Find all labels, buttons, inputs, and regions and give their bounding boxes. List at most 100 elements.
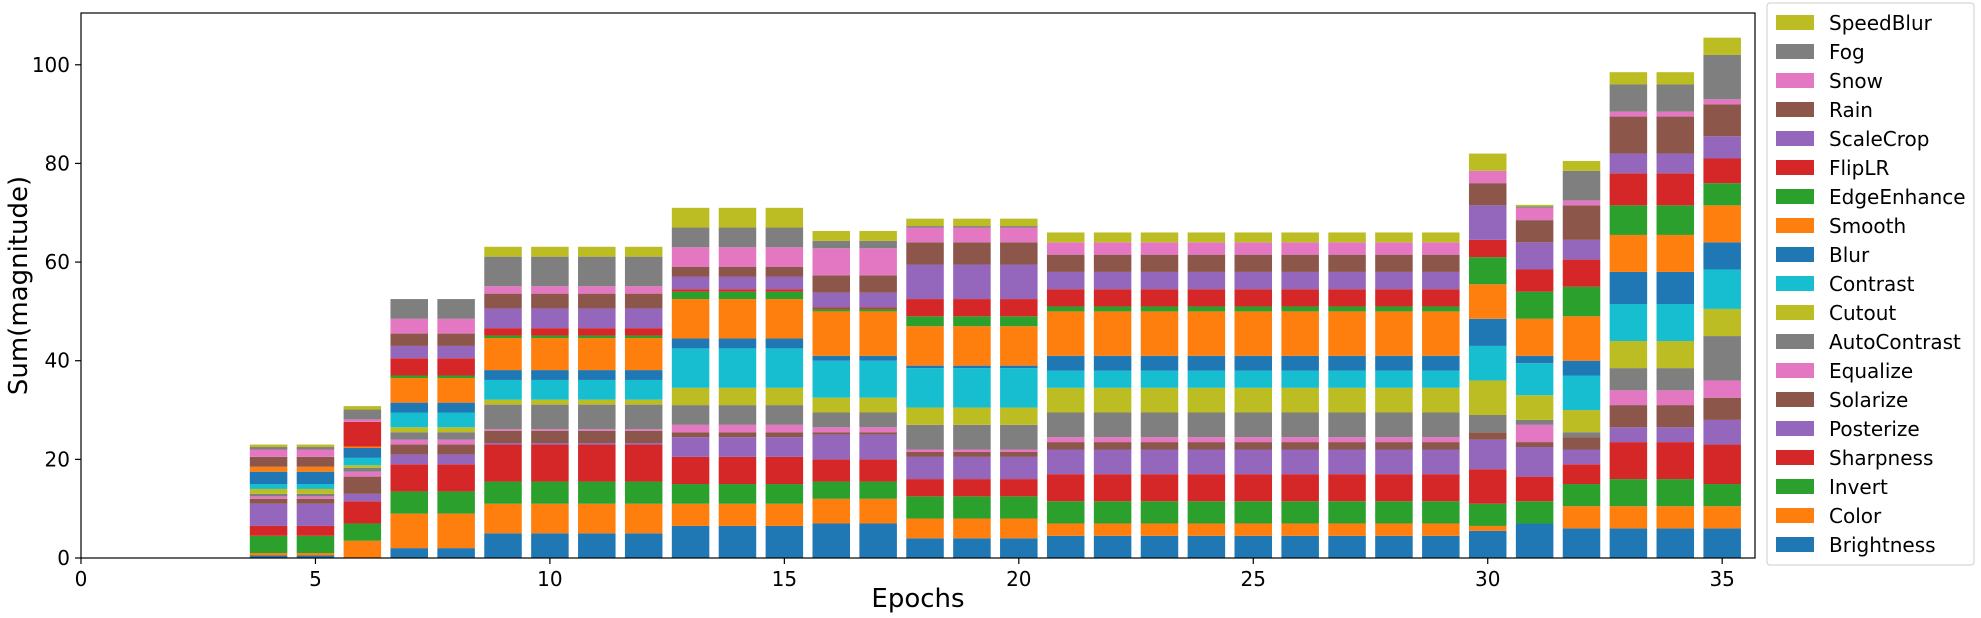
bar-segment-rain-epoch-21 [1046,254,1085,272]
legend-box [1766,2,1975,566]
bar-segment-scalecrop-epoch-20 [1000,264,1038,300]
bar-segment-brightness-epoch-4 [249,555,288,558]
bar-segment-posterize-epoch-7 [390,454,428,465]
bar-segment-autocontrast-epoch-28 [1375,412,1413,438]
bar-segment-scalecrop-epoch-19 [953,264,991,300]
bar-segment-sharpness-epoch-26 [1281,474,1319,502]
bar-segment-autocontrast-epoch-30 [1468,414,1507,433]
bar-segment-brightness-epoch-28 [1375,535,1413,558]
bar-segment-color-epoch-30 [1468,525,1507,531]
bar-segment-brightness-epoch-9 [484,533,522,558]
bar-segment-smooth-epoch-10 [531,338,569,371]
bar-segment-posterize-epoch-6 [343,493,382,502]
bar-segment-equalize-epoch-10 [531,429,569,431]
bar-segment-fliplr-epoch-26 [1281,289,1319,307]
bar-segment-cutout-epoch-22 [1093,387,1132,413]
bar-segment-edgeenhance-epoch-29 [1422,306,1460,312]
bar-segment-sharpness-epoch-30 [1468,469,1507,504]
bar-segment-rain-epoch-31 [1515,220,1554,243]
bar-segment-smooth-epoch-8 [437,377,475,403]
bar-segment-invert-epoch-27 [1328,501,1366,524]
bar-segment-fliplr-epoch-22 [1093,289,1132,307]
bar-segment-posterize-epoch-32 [1562,449,1601,465]
legend-swatch-autocontrast [1776,334,1814,349]
bar-segment-autocontrast-epoch-13 [671,405,710,425]
bar-segment-solarize-epoch-11 [578,430,616,444]
bar-segment-snow-epoch-32 [1562,200,1601,206]
bar-segment-autocontrast-epoch-16 [812,412,851,428]
bar-segment-brightness-epoch-26 [1281,535,1319,558]
legend-label-speedblur: SpeedBlur [1829,11,1933,35]
bar-segment-contrast-epoch-24 [1187,370,1226,388]
bar-segment-snow-epoch-19 [953,227,991,243]
bar-segment-speedblur-epoch-25 [1234,232,1273,243]
bar-segment-smooth-epoch-24 [1187,311,1226,356]
bar-segment-equalize-epoch-22 [1093,437,1132,443]
bar-segment-cutout-epoch-15 [765,387,804,406]
bar-segment-cutout-epoch-35 [1703,308,1741,337]
bar-segment-speedblur-epoch-31 [1515,204,1554,207]
bar-segment-fliplr-epoch-23 [1140,289,1179,307]
bar-segment-invert-epoch-30 [1468,503,1507,526]
bar-segment-cutout-epoch-21 [1046,387,1085,413]
bar-segment-speedblur-epoch-5 [296,444,335,448]
bar-segment-smooth-epoch-28 [1375,311,1413,356]
bar-segment-cutout-epoch-26 [1281,387,1319,413]
bar-segment-fog-epoch-7 [390,299,428,319]
bar-segment-rain-epoch-35 [1703,104,1741,137]
bar-segment-contrast-epoch-21 [1046,370,1085,388]
bar-segment-invert-epoch-8 [437,491,475,514]
bar-segment-invert-epoch-31 [1515,501,1554,524]
bar-segment-sharpness-epoch-4 [249,525,288,536]
bar-segment-rain-epoch-15 [765,267,804,277]
x-tick-label: 10 [537,567,562,591]
bar-segment-scalecrop-epoch-31 [1515,242,1554,270]
bar-segment-solarize-epoch-31 [1515,442,1554,448]
bar-segment-scalecrop-epoch-13 [671,276,710,290]
bar-segment-scalecrop-epoch-10 [531,308,569,329]
bar-segment-solarize-epoch-35 [1703,397,1741,420]
bar-segment-edgeenhance-epoch-21 [1046,306,1085,312]
bar-segment-rain-epoch-33 [1609,116,1648,154]
bar-segment-equalize-epoch-18 [906,449,944,452]
bar-segment-rain-epoch-32 [1562,205,1601,240]
bar-segment-scalecrop-epoch-15 [765,276,804,290]
bar-segment-color-epoch-4 [249,553,288,556]
bar-segment-snow-epoch-35 [1703,99,1741,105]
bar-segment-scalecrop-epoch-11 [578,308,616,329]
bar-segment-posterize-epoch-13 [671,437,710,457]
bar-segment-rain-epoch-19 [953,242,991,265]
bar-segment-snow-epoch-28 [1375,242,1413,255]
bar-segment-edgeenhance-epoch-10 [531,335,569,339]
bar-segment-snow-epoch-20 [1000,227,1038,243]
bar-segment-scalecrop-epoch-7 [390,345,428,359]
bar-segment-blur-epoch-14 [718,338,757,349]
bar-segment-autocontrast-epoch-10 [531,404,569,430]
bar-segment-posterize-epoch-17 [859,434,897,460]
bar-segment-equalize-epoch-13 [671,424,710,433]
bar-segment-cutout-epoch-14 [718,387,757,406]
bar-segment-blur-epoch-5 [296,471,335,485]
bar-segment-invert-epoch-12 [624,481,663,504]
bar-segment-brightness-epoch-24 [1187,535,1226,558]
bar-segment-sharpness-epoch-11 [578,444,616,482]
y-tick-label: 0 [57,546,70,570]
bar-segment-cutout-epoch-11 [578,399,616,405]
bar-segment-invert-epoch-32 [1562,484,1601,507]
bar-segment-sharpness-epoch-22 [1093,474,1132,502]
bar-segment-snow-epoch-22 [1093,242,1132,255]
bar-segment-snow-epoch-25 [1234,242,1273,255]
bar-segment-solarize-epoch-4 [249,498,288,504]
bar-segment-sharpness-epoch-33 [1609,442,1648,480]
bar-segment-posterize-epoch-30 [1468,439,1507,470]
bar-segment-posterize-epoch-29 [1422,449,1460,475]
legend-swatch-contrast [1776,276,1814,291]
bar-segment-contrast-epoch-27 [1328,370,1366,388]
bar-segment-posterize-epoch-15 [765,437,804,457]
bar-segment-brightness-epoch-35 [1703,528,1741,558]
bar-segment-brightness-epoch-11 [578,533,616,558]
bar-segment-speedblur-epoch-12 [624,246,663,257]
bar-segment-cutout-epoch-24 [1187,387,1226,413]
bar-segment-invert-epoch-20 [1000,496,1038,519]
bar-segment-brightness-epoch-15 [765,525,804,558]
